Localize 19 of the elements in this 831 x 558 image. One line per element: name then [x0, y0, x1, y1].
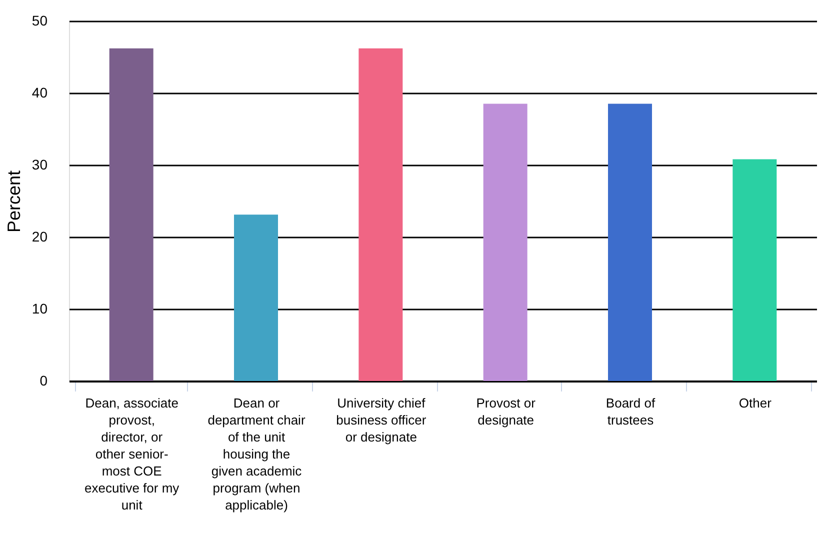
x-tick-label: Board of trustees [606, 396, 656, 428]
bar [732, 159, 777, 381]
y-tick-label: 50 [32, 12, 48, 28]
y-axis-title: Percent [4, 170, 24, 233]
x-tick-label: Dean, associate provost, director, or other senior-most COE executive for my unit [84, 396, 180, 512]
y-tick-label: 0 [40, 372, 48, 388]
y-tick-label: 10 [32, 300, 48, 316]
bar [483, 104, 528, 381]
x-tick-label: University chief business officer or designate [336, 396, 427, 444]
y-tick-label: 30 [32, 156, 48, 172]
x-tick-label: Provost or designate [476, 396, 536, 428]
bar [608, 104, 652, 381]
bar [234, 214, 278, 381]
x-tick-label: Other [738, 396, 772, 410]
y-tick-label: 40 [32, 84, 48, 100]
y-tick-label: 20 [32, 228, 48, 244]
bar [109, 48, 154, 381]
bar [358, 48, 403, 381]
x-tick-label: Dean or department chair of the unit housing the given academic program (when applicable) [208, 396, 306, 512]
